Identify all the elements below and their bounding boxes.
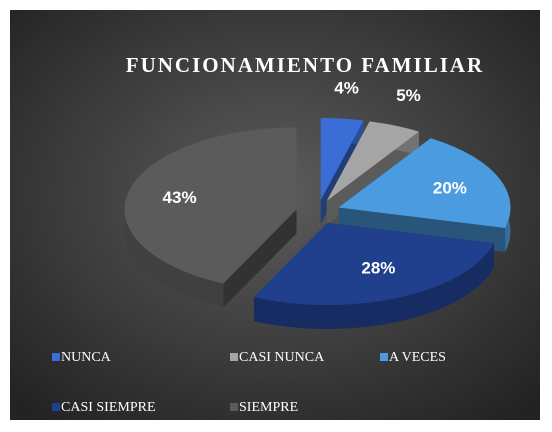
data-label: 20% [433,178,467,197]
legend-swatch [52,403,60,411]
legend-swatch [380,353,388,361]
data-label: 4% [334,78,359,97]
legend-label: NUNCA [61,350,112,365]
slice [338,138,511,228]
data-label: 28% [361,258,395,277]
legend-label: CASI SIEMPRE [61,400,156,415]
legend-label: A VECES [389,350,446,365]
chart-title: FUNCIONAMIENTO FAMILIAR [126,53,484,77]
legend-label: SIEMPRE [239,400,298,415]
legend-swatch [230,403,238,411]
slice [124,127,297,284]
slice [326,121,419,201]
data-label: 5% [396,86,421,105]
slice [254,222,494,305]
legend-swatch [230,353,238,361]
slice-wall [223,209,297,308]
slice [254,222,494,329]
slice-side [254,243,494,329]
slice [320,117,364,200]
legend-swatch [52,353,60,361]
slice [124,127,297,308]
legend-label: CASI NUNCA [239,350,325,365]
data-label: 43% [163,188,197,207]
